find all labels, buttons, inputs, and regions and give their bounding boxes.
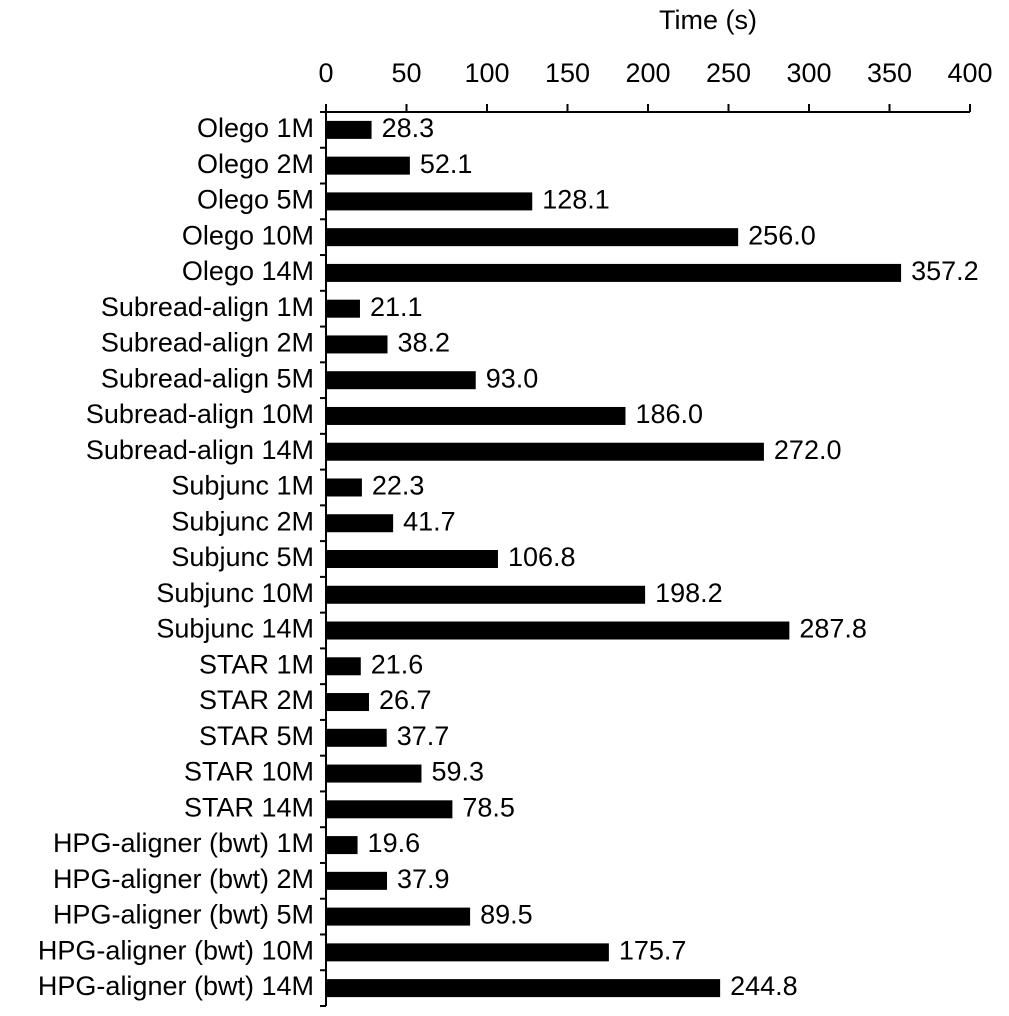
y-tick-label: HPG-aligner (bwt) 14M: [38, 971, 314, 1001]
value-label: 59.3: [431, 757, 484, 787]
x-tick-label: 300: [786, 58, 831, 88]
y-tick-label: Subjunc 14M: [156, 614, 314, 644]
y-tick-label: Subjunc 5M: [171, 542, 314, 572]
y-tick-label: Olego 5M: [197, 185, 314, 215]
x-tick-label: 200: [625, 58, 670, 88]
bar: [326, 979, 721, 998]
y-tick-label: Subread-align 1M: [101, 292, 314, 322]
bar: [326, 693, 369, 712]
bar: [326, 621, 790, 640]
bar: [326, 657, 361, 676]
y-tick-label: Subread-align 5M: [101, 363, 314, 393]
y-tick-label: HPG-aligner (bwt) 5M: [53, 900, 314, 930]
bar: [326, 263, 902, 282]
y-tick-label: STAR 2M: [199, 685, 314, 715]
y-tick-label: Subread-align 10M: [86, 399, 314, 429]
value-label: 93.0: [486, 363, 539, 393]
y-tick-label: HPG-aligner (bwt) 10M: [38, 935, 314, 965]
y-tick-label: Olego 2M: [197, 149, 314, 179]
value-label: 22.3: [372, 471, 425, 501]
x-axis-title: Time (s): [659, 5, 757, 35]
bar: [326, 514, 394, 533]
y-tick-label: Subjunc 10M: [156, 578, 314, 608]
value-label: 21.6: [371, 649, 424, 679]
y-tick-label: Subjunc 1M: [171, 471, 314, 501]
bar: [326, 800, 453, 819]
value-label: 128.1: [542, 185, 610, 215]
bar: [326, 156, 410, 175]
value-label: 28.3: [382, 113, 435, 143]
y-tick-label: Subjunc 2M: [171, 506, 314, 536]
bar: [326, 550, 498, 568]
x-tick-label: 50: [391, 58, 421, 88]
bar: [326, 585, 646, 604]
bar: [326, 120, 372, 139]
value-label: 287.8: [799, 614, 867, 644]
value-label: 52.1: [420, 149, 473, 179]
x-tick-label: 350: [867, 58, 912, 88]
x-tick-label: 250: [706, 58, 751, 88]
x-tick-label: 400: [947, 58, 992, 88]
value-label: 38.2: [398, 328, 451, 358]
value-label: 19.6: [368, 828, 421, 858]
value-label: 37.7: [397, 721, 450, 751]
x-tick-label: 100: [464, 58, 509, 88]
value-label: 198.2: [655, 578, 723, 608]
bar: [326, 728, 387, 747]
value-label: 357.2: [911, 256, 979, 286]
bar: [326, 371, 476, 390]
value-label: 89.5: [480, 900, 533, 930]
x-tick-label: 150: [545, 58, 590, 88]
value-label: 21.1: [370, 292, 423, 322]
value-label: 244.8: [730, 971, 798, 1001]
value-label: 186.0: [635, 399, 703, 429]
y-tick-label: Olego 10M: [182, 220, 314, 250]
bar: [326, 764, 422, 783]
bar: [326, 406, 626, 425]
value-label: 37.9: [397, 864, 450, 894]
y-tick-label: STAR 10M: [184, 757, 314, 787]
value-label: 106.8: [508, 542, 576, 572]
bar: [326, 907, 471, 926]
value-label: 26.7: [379, 685, 432, 715]
y-tick-label: Subread-align 2M: [101, 328, 314, 358]
value-label: 41.7: [403, 506, 456, 536]
y-tick-label: Olego 14M: [182, 256, 314, 286]
y-tick-label: Subread-align 14M: [86, 435, 314, 465]
bar: [326, 442, 764, 461]
bar: [326, 299, 360, 318]
value-label: 272.0: [774, 435, 842, 465]
bar: [326, 228, 739, 247]
value-label: 78.5: [462, 792, 515, 822]
bar: [326, 478, 362, 497]
bar: [326, 943, 609, 962]
y-tick-label: STAR 1M: [199, 649, 314, 679]
bar: [326, 335, 388, 354]
x-tick-label: 0: [318, 58, 333, 88]
bar: [326, 836, 358, 855]
bar: [326, 871, 388, 890]
value-label: 256.0: [748, 220, 816, 250]
y-tick-label: STAR 14M: [184, 792, 314, 822]
y-tick-label: Olego 1M: [197, 113, 314, 143]
y-tick-label: HPG-aligner (bwt) 1M: [53, 828, 314, 858]
y-tick-label: HPG-aligner (bwt) 2M: [53, 864, 314, 894]
value-label: 175.7: [619, 935, 687, 965]
y-tick-label: STAR 5M: [199, 721, 314, 751]
bar: [326, 192, 533, 211]
